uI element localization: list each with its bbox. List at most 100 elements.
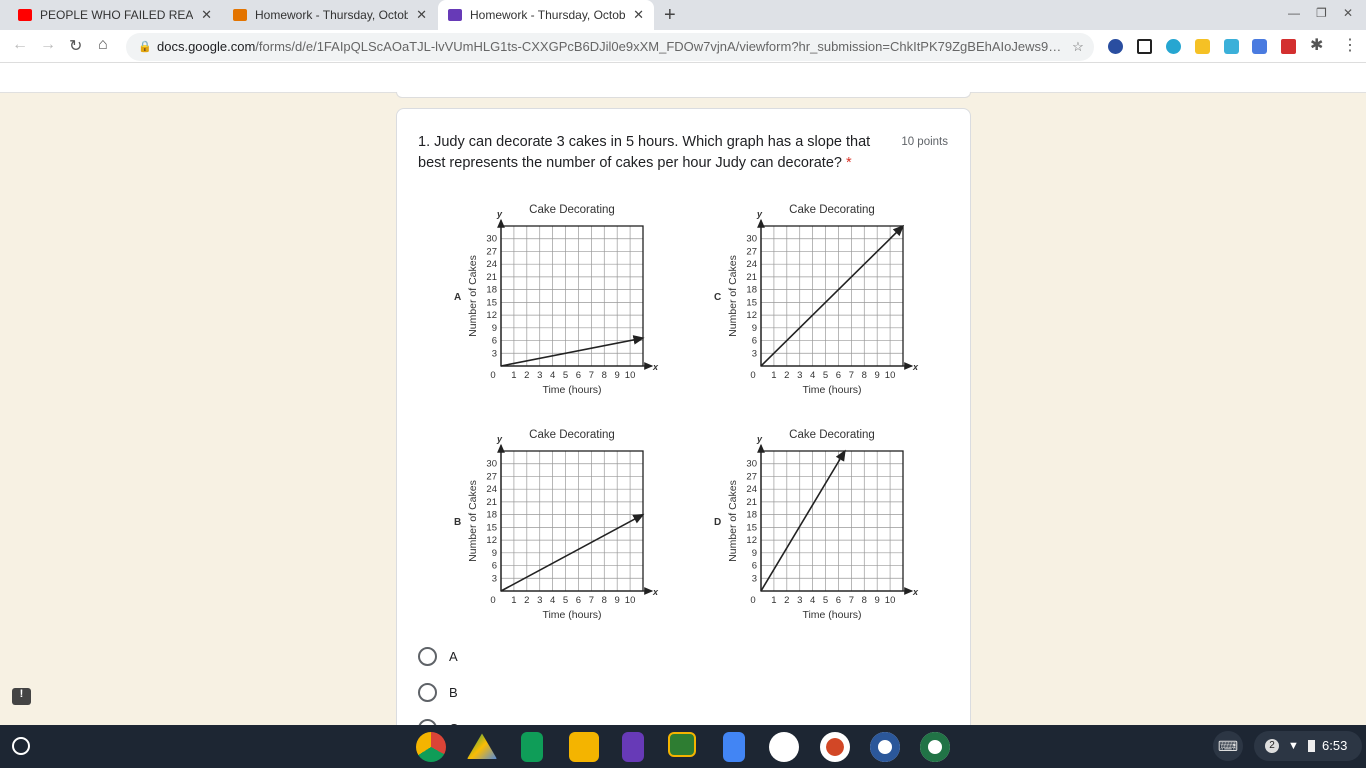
y-tick-label: 3	[752, 348, 757, 359]
close-window-button[interactable]: ✕	[1343, 6, 1354, 20]
minimize-button[interactable]: —	[1288, 6, 1300, 20]
x-tick-label: 2	[784, 595, 789, 606]
axis-letter-y: y	[496, 209, 503, 219]
option-label: B	[449, 685, 458, 700]
close-tab-icon[interactable]: ✕	[633, 7, 644, 22]
back-button[interactable]: ←	[12, 36, 28, 53]
bookmark-star-icon[interactable]: ☆	[1072, 39, 1084, 54]
url-text[interactable]: docs.google.com/forms/d/e/1FAIpQLScAOaTJ…	[157, 33, 1062, 61]
graph-letter: D	[714, 517, 721, 528]
y-tick-label: 21	[746, 497, 757, 508]
x-tick-label: 6	[836, 595, 841, 606]
forms-app-icon[interactable]	[622, 732, 644, 762]
extension-k-icon[interactable]	[1108, 39, 1123, 54]
y-tick-label: 12	[486, 535, 497, 546]
y-tick-label: 15	[486, 297, 497, 308]
status-tray[interactable]: 2 ▼ 6:53	[1254, 731, 1362, 761]
y-tick-label: 3	[492, 573, 497, 584]
option-a[interactable]: A	[418, 647, 458, 666]
tab-classroom[interactable]: Homework - Thursday, October 1 ✕	[223, 0, 437, 30]
previous-card	[396, 92, 971, 98]
new-tab-button[interactable]: +	[664, 4, 676, 26]
y-tick-label: 30	[746, 234, 757, 245]
feedback-icon[interactable]: !	[12, 688, 31, 705]
docs-icon[interactable]	[723, 732, 745, 762]
y-tick-label: 21	[486, 497, 497, 508]
graph-title: Cake Decorating	[789, 429, 875, 441]
radio-button[interactable]	[418, 647, 437, 666]
graph-b: x y 1 2 3 4 5 6 7 8 9 10 0 3 6 9 12 15 18 21 24 27 30 Cake Deco…	[441, 421, 661, 631]
chrome-icon[interactable]	[416, 732, 446, 762]
tab-strip: PEOPLE WHO FAILED REALLY HA ✕ Homework -…	[0, 0, 1366, 30]
y-tick-label: 15	[746, 297, 757, 308]
menu-kebab-icon[interactable]: ⋮	[1342, 37, 1358, 54]
x-tick-label: 6	[576, 595, 581, 606]
y-tick-label: 9	[492, 548, 497, 559]
question-text: 1. Judy can decorate 3 cakes in 5 hours.…	[418, 134, 871, 171]
forward-button[interactable]: →	[40, 36, 56, 53]
x-tick-label: 9	[615, 370, 620, 381]
axis-letter-y: y	[756, 434, 763, 444]
tab-title: Homework - Thursday, October 1	[470, 8, 626, 22]
y-axis-label: Number of Cakes	[727, 480, 739, 562]
sheets-icon[interactable]	[521, 732, 543, 762]
address-bar[interactable]: 🔒 docs.google.com/forms/d/e/1FAIpQLScAOa…	[126, 33, 1094, 61]
origin-label: 0	[490, 595, 495, 606]
x-tick-label: 3	[797, 595, 802, 606]
extension-circle-icon[interactable]	[1166, 39, 1181, 54]
tab-forms[interactable]: Homework - Thursday, October 1 ✕	[438, 0, 654, 30]
y-tick-label: 27	[486, 246, 497, 257]
keyboard-icon[interactable]: ⌨	[1213, 731, 1243, 761]
x-tick-label: 9	[875, 595, 880, 606]
tab-title: Homework - Thursday, October 1	[255, 8, 409, 22]
x-tick-label: 4	[810, 595, 815, 606]
keep-icon[interactable]	[569, 732, 599, 762]
close-tab-icon[interactable]: ✕	[201, 7, 212, 22]
y-tick-label: 12	[746, 535, 757, 546]
classroom-app-icon[interactable]	[668, 732, 696, 757]
close-tab-icon[interactable]: ✕	[416, 7, 427, 22]
translate-extension-icon[interactable]	[1252, 39, 1267, 54]
y-tick-label: 21	[486, 272, 497, 283]
option-b[interactable]: B	[418, 683, 458, 702]
x-tick-label: 4	[550, 595, 555, 606]
home-button[interactable]: ⌂	[98, 36, 108, 53]
extension-a-icon[interactable]	[1137, 39, 1152, 54]
launcher-button[interactable]	[12, 737, 30, 755]
question-card: 1. Judy can decorate 3 cakes in 5 hours.…	[396, 108, 971, 748]
thumbs-up-extension-icon[interactable]	[1195, 39, 1210, 54]
excel-icon[interactable]	[920, 732, 950, 762]
tab-youtube[interactable]: PEOPLE WHO FAILED REALLY HA ✕	[8, 0, 222, 30]
restore-button[interactable]: ❐	[1316, 6, 1327, 20]
powerpoint-icon[interactable]	[820, 732, 850, 762]
y-tick-label: 3	[492, 348, 497, 359]
graph-title: Cake Decorating	[529, 429, 615, 441]
x-tick-label: 3	[537, 595, 542, 606]
y-tick-label: 24	[746, 484, 757, 495]
graph-title: Cake Decorating	[789, 204, 875, 216]
radio-button[interactable]	[418, 683, 437, 702]
x-tick-label: 1	[511, 595, 516, 606]
x-tick-label: 9	[615, 595, 620, 606]
x-tick-label: 10	[885, 370, 896, 381]
x-tick-label: 8	[602, 370, 607, 381]
cloud-extension-icon[interactable]	[1224, 39, 1239, 54]
reload-button[interactable]: ↻	[69, 38, 83, 55]
axis-letter-y: y	[756, 209, 763, 219]
x-tick-label: 1	[771, 370, 776, 381]
word-icon[interactable]	[870, 732, 900, 762]
y-tick-label: 27	[486, 471, 497, 482]
drive-icon[interactable]	[467, 733, 497, 759]
origin-label: 0	[750, 370, 755, 381]
extensions-puzzle-icon[interactable]: ✱	[1310, 37, 1324, 54]
wifi-icon: ▼	[1288, 740, 1299, 752]
play-store-icon[interactable]	[769, 732, 799, 762]
x-tick-label: 2	[524, 370, 529, 381]
y-axis-label: Number of Cakes	[467, 255, 479, 337]
y-tick-label: 12	[486, 310, 497, 321]
y-tick-label: 24	[746, 259, 757, 270]
graph-letter: A	[454, 292, 461, 303]
forms-icon	[448, 9, 462, 21]
book-extension-icon[interactable]	[1281, 39, 1296, 54]
form-header-bar	[0, 63, 1366, 93]
